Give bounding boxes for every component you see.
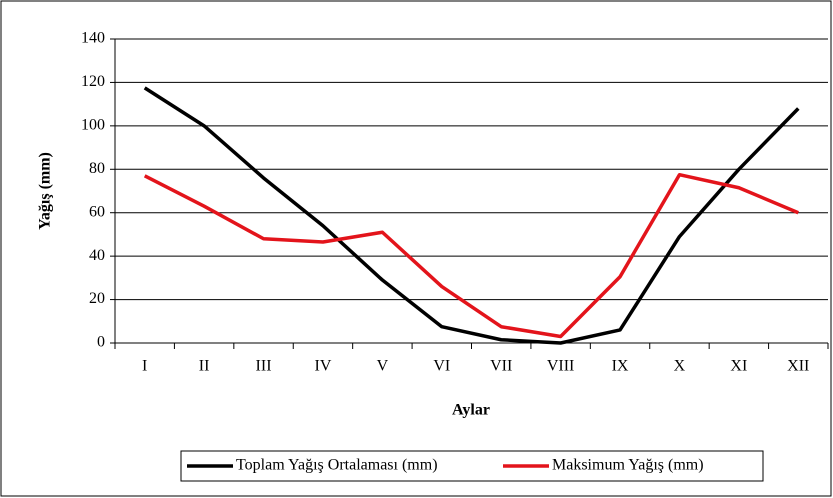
legend-label: Maksimum Yağış (mm) xyxy=(552,457,704,474)
x-tick-label: III xyxy=(256,358,272,375)
y-axis-title: Yağış (mm) xyxy=(37,152,54,230)
x-axis-title: Aylar xyxy=(452,402,490,419)
y-tick-label: 100 xyxy=(81,117,105,134)
y-tick-label: 140 xyxy=(81,30,105,47)
y-tick-label: 80 xyxy=(89,160,105,177)
y-tick-label: 20 xyxy=(89,290,105,307)
legend-label: Toplam Yağış Ortalaması (mm) xyxy=(236,457,438,474)
y-tick-label: 120 xyxy=(81,73,105,90)
series-line xyxy=(143,86,800,345)
y-tick-label: 0 xyxy=(97,334,105,351)
y-tick-label: 60 xyxy=(89,203,105,220)
x-tick-label: VIII xyxy=(547,358,575,375)
legend-box xyxy=(180,450,764,482)
y-tick-label: 40 xyxy=(89,247,105,264)
x-tick-label: V xyxy=(377,358,389,375)
x-tick-label: XII xyxy=(787,358,809,375)
x-tick-label: IV xyxy=(315,358,332,375)
x-tick-label: VII xyxy=(490,358,512,375)
x-tick-label: XI xyxy=(730,358,747,375)
x-tick-label: I xyxy=(142,358,147,375)
x-tick-label: IX xyxy=(612,358,629,375)
x-tick-label: II xyxy=(199,358,210,375)
x-tick-label: X xyxy=(674,358,686,375)
series-line xyxy=(143,172,799,339)
x-tick-label: VI xyxy=(433,358,450,375)
